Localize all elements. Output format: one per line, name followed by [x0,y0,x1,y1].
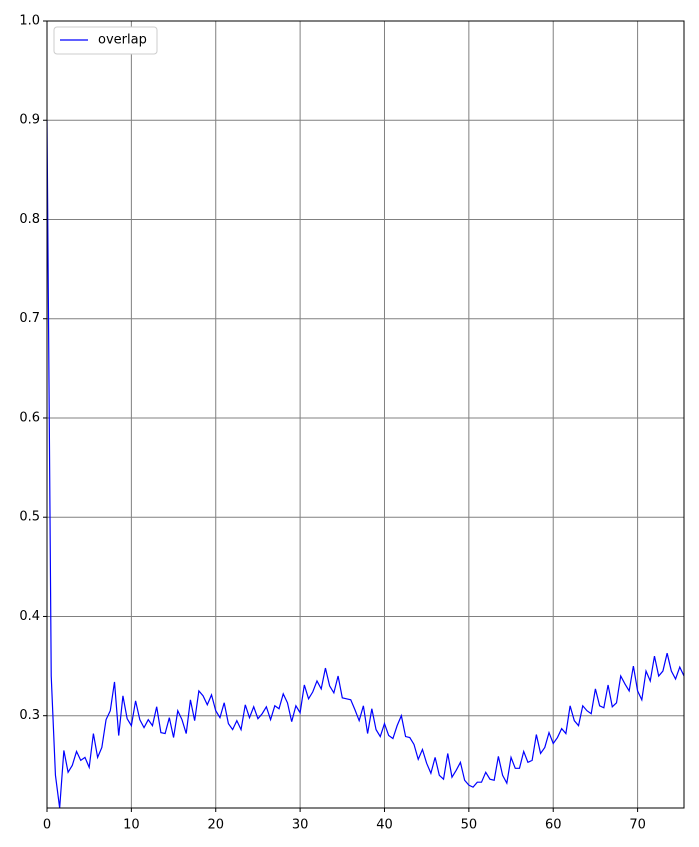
x-tick-label: 50 [461,818,478,833]
y-tick-label: 0.9 [19,113,40,128]
data-line [47,120,684,808]
y-tick-label: 0.4 [19,609,40,624]
plot-area [47,21,684,808]
x-tick-label: 70 [629,818,646,833]
plot-frame [46,20,685,809]
y-tick-label: 1.0 [19,14,40,29]
x-tick-label: 30 [292,818,309,833]
y-tick-label: 0.3 [19,708,40,723]
y-tick-label: 0.7 [19,311,40,326]
legend-label: overlap [98,33,147,48]
x-tick-label: 40 [376,818,393,833]
legend-box [53,26,158,55]
y-tick-label: 0.5 [19,510,40,525]
y-tick-label: 0.6 [19,410,40,425]
x-tick-label: 20 [207,818,224,833]
x-tick-label: 10 [123,818,140,833]
y-tick-label: 0.8 [19,212,40,227]
x-tick-label: 60 [545,818,562,833]
x-tick-label: 0 [43,818,51,833]
